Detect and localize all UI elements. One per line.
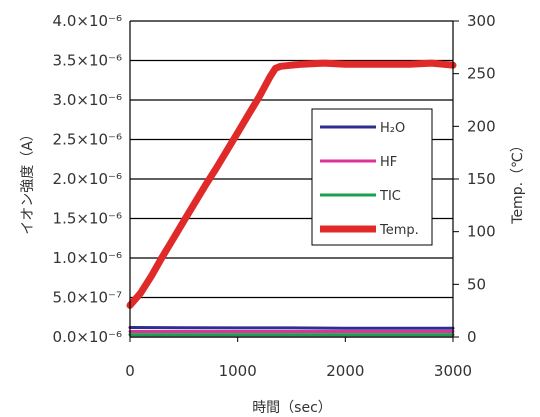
left-tick-label: 1.0×10⁻⁶ bbox=[53, 249, 122, 267]
left-tick-label: 1.5×10⁻⁶ bbox=[53, 210, 122, 228]
legend-label-3: Temp. bbox=[379, 223, 419, 238]
right-tick-label: 250 bbox=[467, 65, 496, 83]
right-tick-label: 100 bbox=[467, 223, 496, 241]
right-tick-label: 0 bbox=[467, 328, 477, 346]
legend-label-0: H₂O bbox=[380, 121, 405, 136]
right-tick-label: 300 bbox=[467, 12, 496, 30]
x-tick-label: 0 bbox=[125, 362, 135, 380]
x-tick-label: 2000 bbox=[326, 362, 364, 380]
left-tick-labels: 0.0×10⁻⁶ 5.0×10⁻⁷ 1.0×10⁻⁶ 1.5×10⁻⁶ 2.0×10⁻⁶… bbox=[53, 12, 122, 346]
x-tick-label: 1000 bbox=[219, 362, 257, 380]
left-tick-label: 3.0×10⁻⁶ bbox=[53, 91, 122, 109]
x-tick-label: 3000 bbox=[434, 362, 472, 380]
series-layer bbox=[126, 59, 457, 337]
right-tick-label: 150 bbox=[467, 170, 496, 188]
right-tick-label: 200 bbox=[467, 117, 496, 135]
x-axis-title: 時間（sec） bbox=[252, 400, 332, 416]
x-tick-labels: 0 1000 2000 3000 bbox=[125, 362, 472, 380]
left-tick-label: 0.0×10⁻⁶ bbox=[53, 328, 122, 346]
right-tick-labels: 0 50 100 150 200 250 300 bbox=[467, 12, 496, 346]
left-tick-label: 4.0×10⁻⁶ bbox=[53, 12, 122, 30]
left-axis-title: イオン強度（A） bbox=[20, 127, 36, 235]
left-tick-label: 5.0×10⁻⁷ bbox=[53, 289, 122, 307]
series-line-0 bbox=[128, 326, 455, 330]
right-axis-title: Temp.（℃） bbox=[510, 138, 526, 224]
left-tick-label: 2.5×10⁻⁶ bbox=[53, 131, 122, 149]
left-tick-label: 3.5×10⁻⁶ bbox=[53, 52, 122, 70]
right-tick-label: 50 bbox=[467, 275, 486, 293]
axes bbox=[129, 20, 459, 342]
legend-box bbox=[311, 108, 433, 246]
legend: H₂O HF TIC Temp. bbox=[311, 108, 433, 246]
series-line-3 bbox=[126, 59, 457, 309]
legend-label-1: HF bbox=[380, 155, 397, 170]
left-tick-label: 2.0×10⁻⁶ bbox=[53, 170, 122, 188]
legend-label-2: TIC bbox=[379, 189, 401, 204]
